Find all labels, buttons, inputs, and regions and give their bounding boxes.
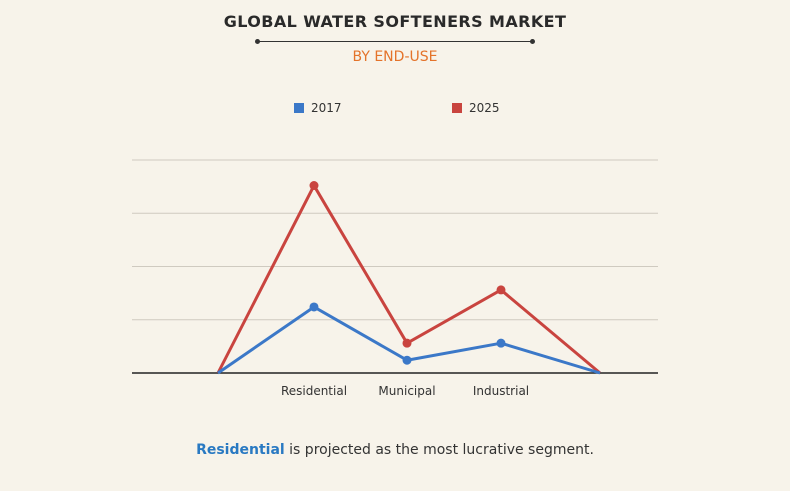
legend-label-2017: 2017 [311,101,342,115]
data-point-2017-industrial [496,338,506,348]
caption-highlight: Residential [196,442,285,458]
chart-title: GLOBAL WATER SOFTENERS MARKET [223,12,567,31]
chart-subtitle: BY END-USE [352,49,438,65]
data-point-2017-municipal [402,355,412,365]
chart-caption: Residential is projected as the most luc… [0,442,790,458]
x-tick-label-residential: Residential [281,384,347,398]
caption-text: is projected as the most lucrative segme… [284,442,594,458]
legend-swatch-2025 [452,103,462,113]
legend-swatch-2017 [294,103,304,113]
data-point-2025-residential [309,181,319,191]
legend-item-2025: 2025 [452,101,500,115]
data-point-2025-municipal [402,338,412,348]
legend-label-2025: 2025 [469,101,500,115]
x-tick-label-industrial: Industrial [473,384,529,398]
title-divider [255,38,535,44]
divider-left-dot [255,38,260,44]
x-tick-label-municipal: Municipal [378,384,435,398]
divider-right-dot [530,38,535,44]
data-point-2017-residential [309,302,319,312]
data-point-2025-industrial [496,285,506,295]
legend-item-2017: 2017 [294,101,342,115]
